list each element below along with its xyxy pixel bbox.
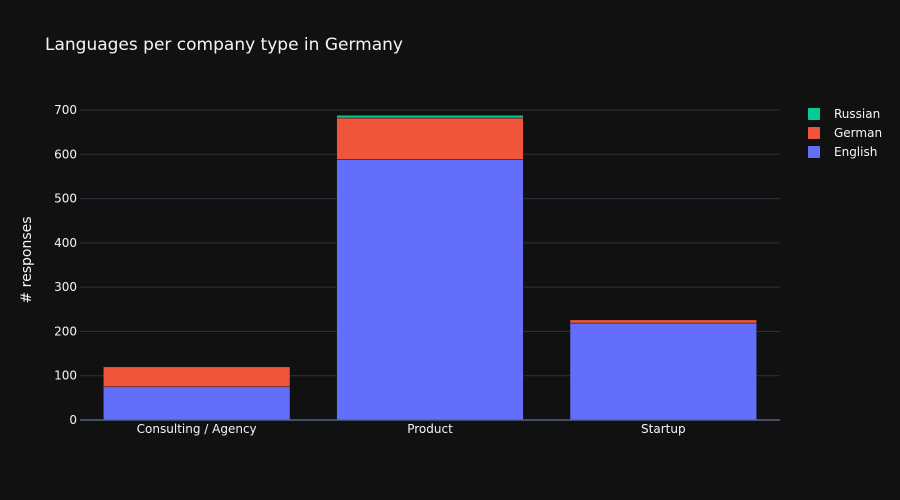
bar-segment-russian [336, 115, 524, 119]
legend-label: English [834, 145, 877, 159]
legend-item-russian[interactable]: Russian [808, 107, 880, 121]
legend: Russian German English [808, 107, 882, 159]
chart-title: Languages per company type in Germany [45, 35, 403, 55]
legend-item-english[interactable]: English [808, 145, 877, 159]
bar-segment-english [103, 386, 291, 421]
y-tick-label: 300 [54, 280, 77, 294]
bar-segment-english [336, 159, 524, 421]
y-tick-label: 200 [54, 324, 77, 338]
bar-segment-english [569, 322, 757, 421]
legend-swatch-english [808, 146, 820, 158]
y-tick-label: 100 [54, 369, 77, 383]
legend-label: German [834, 126, 882, 140]
y-tick-label: 700 [54, 103, 77, 117]
legend-swatch-german [808, 127, 820, 139]
bar-segment-german [569, 319, 757, 324]
y-axis-title: # responses [19, 216, 35, 303]
x-tick-label: Consulting / Agency [137, 422, 257, 436]
y-tick-label: 500 [54, 192, 77, 206]
y-tick-label: 400 [54, 236, 77, 250]
x-axis-ticks: Consulting / Agency Product Startup [137, 422, 686, 436]
y-tick-label: 0 [69, 413, 77, 427]
bar-segment-german [103, 366, 291, 388]
legend-swatch-russian [808, 108, 820, 120]
y-tick-label: 600 [54, 147, 77, 161]
legend-item-german[interactable]: German [808, 126, 882, 140]
legend-label: Russian [834, 107, 880, 121]
y-axis-ticks: 0 100 200 300 400 500 600 700 [54, 103, 77, 427]
bar-segment-german [336, 117, 524, 160]
bars [80, 115, 780, 421]
x-tick-label: Startup [641, 422, 686, 436]
x-tick-label: Product [407, 422, 453, 436]
